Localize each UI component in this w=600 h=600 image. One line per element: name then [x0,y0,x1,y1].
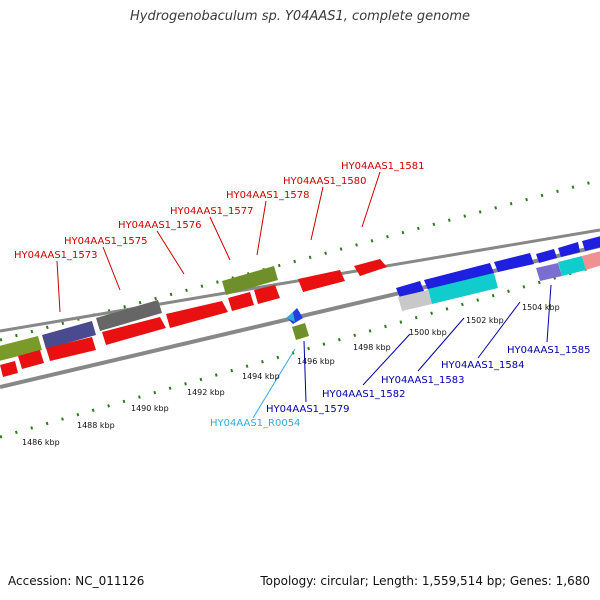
scale-label: 1502 kbp [466,316,504,325]
gene-box [558,256,586,276]
gene-box [428,273,498,304]
gene-label: HY04AAS1_1583 [381,375,464,386]
gene-label: HY04AAS1_1581 [341,161,424,172]
gene-label: HY04AAS1_1576 [118,220,201,231]
gene-box [298,270,345,292]
gene-box [222,266,278,295]
scale-label: 1490 kbp [131,404,169,413]
gene-box [536,249,557,263]
gene-box [46,337,96,361]
gene-label: HY04AAS1_1575 [64,236,147,247]
reverse-leaders [303,284,552,403]
scale-label: 1496 kbp [297,357,335,366]
scale-label: 1488 kbp [77,421,115,430]
gene-box [494,253,534,272]
gene-label: HY04AAS1_1580 [283,176,366,187]
scale-label: 1500 kbp [409,328,447,337]
gene-label: HY04AAS1_1579 [266,404,349,415]
gene-label: HY04AAS1_1577 [170,206,253,217]
gene-box [102,317,166,345]
gene-box [582,236,600,251]
scale-label: 1504 kbp [522,303,560,312]
gene-box [398,290,432,311]
gene-box [254,285,280,304]
gene-box [228,292,254,311]
rna-leader [252,348,296,419]
accession-text: Accession: NC_011126 [8,574,145,588]
gene-box [292,323,309,340]
scale-label: 1492 kbp [187,388,225,397]
gene-box [0,361,18,377]
gene-label: HY04AAS1_1585 [507,345,590,356]
gene-box [424,263,494,290]
gene-label: HY04AAS1_1573 [14,250,97,261]
gene-box [0,336,42,361]
rna-label: HY04AAS1_R0054 [210,418,300,429]
gene-box [536,263,562,281]
gene-box [42,321,96,349]
gene-box [558,242,580,257]
map-title: Hydrogenobaculum sp. Y04AAS1, complete g… [129,9,471,24]
gene-label: HY04AAS1_1582 [322,389,405,400]
gene-box [396,281,424,298]
scale-label: 1486 kbp [22,438,60,447]
gene-box [18,350,44,369]
gene-box [96,300,162,331]
gene-box [166,301,228,328]
gene-box [354,259,387,276]
gene-box [582,251,600,270]
gene-label: HY04AAS1_1578 [226,190,309,201]
scale-label: 1498 kbp [353,343,391,352]
gene-label: HY04AAS1_1584 [441,360,524,371]
forward-leaders [56,171,381,313]
scale-label: 1494 kbp [242,372,280,381]
genome-stats-text: Topology: circular; Length: 1,559,514 bp… [260,574,590,588]
gene-box [286,312,295,322]
